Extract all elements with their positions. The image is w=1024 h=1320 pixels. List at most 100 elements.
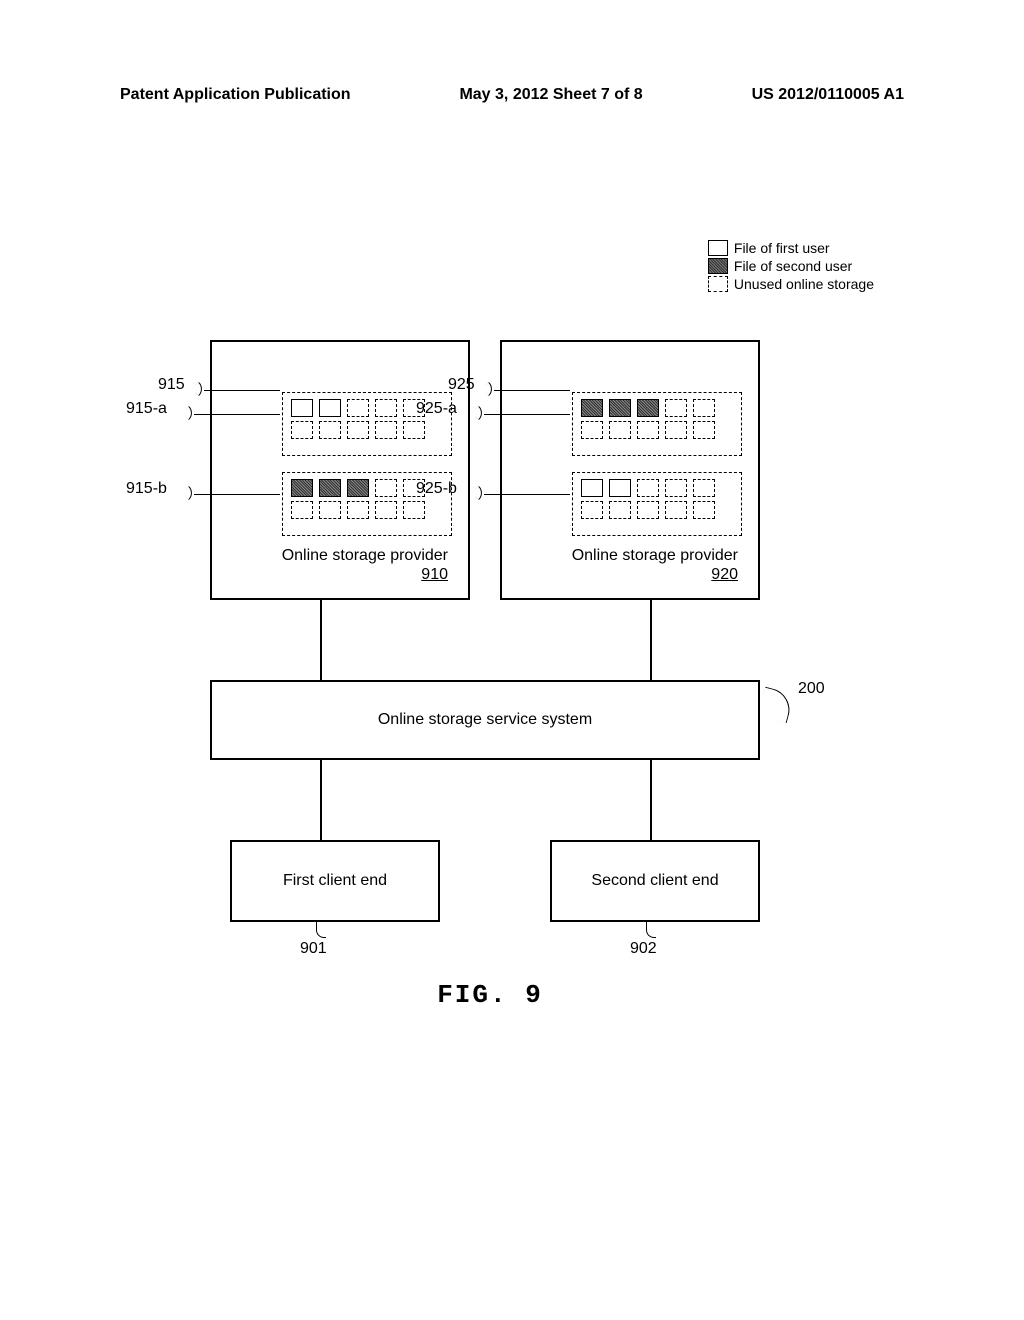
storage-cell — [609, 479, 631, 497]
leader-925-b-line — [484, 494, 570, 495]
first-client-box: First client end — [230, 840, 440, 922]
leader-915-a — [182, 406, 196, 420]
leader-925-line — [494, 390, 570, 391]
provider-910-label: Online storage provider 910 — [282, 546, 448, 584]
first-client-label: First client end — [283, 872, 387, 890]
leader-200 — [758, 687, 795, 724]
leader-915-b — [182, 486, 196, 500]
storage-cell — [319, 479, 341, 497]
storage-cell — [609, 501, 631, 519]
leader-925-a-line — [484, 414, 570, 415]
legend-first-user: File of first user — [708, 240, 874, 256]
legend-second-user-label: File of second user — [734, 258, 852, 274]
storage-cell — [291, 501, 313, 519]
ref-925: 925 — [448, 376, 475, 394]
conn-svc-902 — [650, 760, 652, 840]
account-925-a-row1 — [581, 399, 733, 417]
legend-first-user-icon — [708, 240, 728, 256]
provider-910-box: Online storage provider 910 — [210, 340, 470, 600]
storage-cell — [347, 501, 369, 519]
storage-cell — [581, 479, 603, 497]
patent-page: Patent Application Publication May 3, 20… — [0, 0, 1024, 1320]
account-915-b-row2 — [291, 501, 443, 519]
account-925-a — [572, 392, 742, 456]
storage-cell — [637, 501, 659, 519]
storage-cell — [375, 479, 397, 497]
second-client-box: Second client end — [550, 840, 760, 922]
storage-cell — [609, 421, 631, 439]
ref-925-a: 925-a — [416, 400, 457, 418]
provider-920-ref: 920 — [711, 566, 738, 583]
conn-910-svc — [320, 600, 322, 680]
storage-cell — [347, 479, 369, 497]
provider-920-text: Online storage provider — [572, 547, 738, 564]
provider-910-ref: 910 — [421, 566, 448, 583]
storage-cell — [347, 399, 369, 417]
storage-cell — [375, 501, 397, 519]
storage-cell — [375, 399, 397, 417]
legend-unused-icon — [708, 276, 728, 292]
leader-915-a-line — [194, 414, 280, 415]
storage-cell — [403, 421, 425, 439]
provider-920-box: Online storage provider 920 — [500, 340, 760, 600]
conn-920-svc — [650, 600, 652, 680]
conn-svc-901 — [320, 760, 322, 840]
storage-cell — [347, 421, 369, 439]
storage-cell — [693, 501, 715, 519]
storage-cell — [693, 399, 715, 417]
page-header: Patent Application Publication May 3, 20… — [120, 86, 904, 104]
leader-925-a — [472, 406, 486, 420]
legend-unused-label: Unused online storage — [734, 276, 874, 292]
storage-cell — [665, 501, 687, 519]
account-925-b-row1 — [581, 479, 733, 497]
storage-cell — [665, 479, 687, 497]
hook-902 — [646, 922, 656, 938]
provider-910-text: Online storage provider — [282, 547, 448, 564]
storage-cell — [637, 421, 659, 439]
provider-920-label: Online storage provider 920 — [572, 546, 738, 584]
legend-second-user-icon — [708, 258, 728, 274]
ref-902: 902 — [630, 940, 657, 958]
storage-cell — [581, 399, 603, 417]
leader-915 — [192, 382, 206, 396]
storage-cell — [291, 479, 313, 497]
account-915-a-row2 — [291, 421, 443, 439]
header-left: Patent Application Publication — [120, 86, 351, 104]
second-client-label: Second client end — [591, 872, 718, 890]
storage-cell — [319, 399, 341, 417]
hook-901 — [316, 922, 326, 938]
storage-cell — [693, 421, 715, 439]
storage-cell — [291, 399, 313, 417]
storage-cell — [581, 421, 603, 439]
storage-cell — [637, 479, 659, 497]
header-right: US 2012/0110005 A1 — [752, 86, 904, 104]
storage-cell — [665, 399, 687, 417]
service-system-label: Online storage service system — [378, 711, 592, 729]
ref-925-b: 925-b — [416, 480, 457, 498]
storage-cell — [637, 399, 659, 417]
ref-915-b: 915-b — [126, 480, 167, 498]
account-925-a-row2 — [581, 421, 733, 439]
ref-901: 901 — [300, 940, 327, 958]
storage-cell — [403, 501, 425, 519]
storage-cell — [693, 479, 715, 497]
legend-second-user: File of second user — [708, 258, 874, 274]
header-center: May 3, 2012 Sheet 7 of 8 — [459, 86, 642, 104]
service-system-box: Online storage service system — [210, 680, 760, 760]
leader-925 — [482, 382, 496, 396]
leader-915-b-line — [194, 494, 280, 495]
account-925-b — [572, 472, 742, 536]
ref-915: 915 — [158, 376, 185, 394]
account-925-b-row2 — [581, 501, 733, 519]
storage-cell — [581, 501, 603, 519]
leader-915-line — [204, 390, 280, 391]
storage-cell — [375, 421, 397, 439]
storage-cell — [319, 501, 341, 519]
legend-first-user-label: File of first user — [734, 240, 830, 256]
leader-925-b — [472, 486, 486, 500]
storage-cell — [319, 421, 341, 439]
legend: File of first user File of second user U… — [708, 240, 874, 294]
ref-915-a: 915-a — [126, 400, 167, 418]
storage-cell — [291, 421, 313, 439]
storage-cell — [609, 399, 631, 417]
